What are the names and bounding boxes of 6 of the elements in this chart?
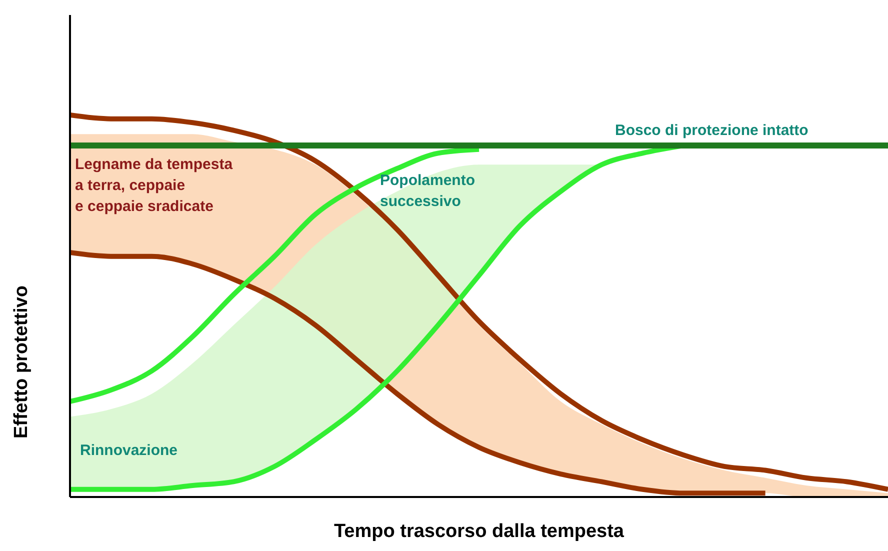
series-label: Legname da tempesta a terra, ceppaie e ceppaie sradicate bbox=[75, 155, 233, 217]
series-label: Bosco di protezione intatto bbox=[615, 121, 808, 141]
annotation: Popolamento successivo bbox=[380, 171, 476, 212]
annotation: Rinnovazione bbox=[80, 441, 178, 461]
y-axis-title: Effetto protettivo bbox=[11, 286, 33, 439]
x-axis-title: Tempo trascorso dalla tempesta bbox=[332, 521, 626, 543]
